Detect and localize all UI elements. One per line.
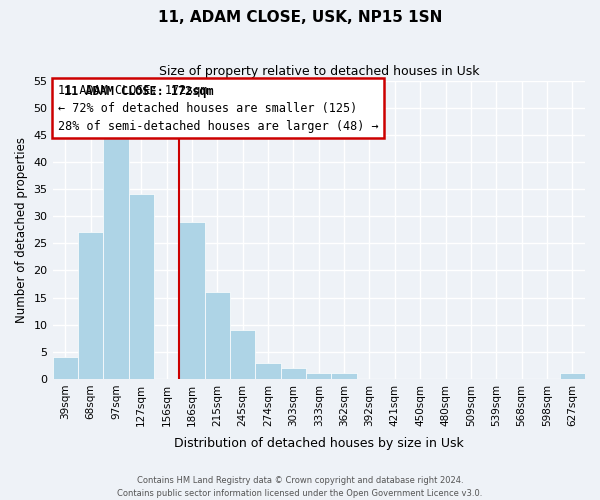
Title: Size of property relative to detached houses in Usk: Size of property relative to detached ho… [158, 65, 479, 78]
Bar [128, 194, 154, 379]
Bar [560, 374, 585, 379]
Bar [205, 292, 230, 379]
Bar [331, 374, 357, 379]
Bar [281, 368, 306, 379]
Bar [53, 357, 78, 379]
Bar [306, 374, 331, 379]
X-axis label: Distribution of detached houses by size in Usk: Distribution of detached houses by size … [174, 437, 464, 450]
Bar [103, 130, 128, 379]
Text: Contains HM Land Registry data © Crown copyright and database right 2024.
Contai: Contains HM Land Registry data © Crown c… [118, 476, 482, 498]
Y-axis label: Number of detached properties: Number of detached properties [15, 136, 28, 322]
Text: 11, ADAM CLOSE, USK, NP15 1SN: 11, ADAM CLOSE, USK, NP15 1SN [158, 10, 442, 25]
Bar [78, 232, 103, 379]
Bar [230, 330, 256, 379]
Bar [179, 222, 205, 379]
Bar [256, 362, 281, 379]
Text: 11 ADAM CLOSE: 172sqm: 11 ADAM CLOSE: 172sqm [64, 85, 214, 98]
Text: 11 ADAM CLOSE: 172sqm
← 72% of detached houses are smaller (125)
28% of semi-det: 11 ADAM CLOSE: 172sqm ← 72% of detached … [58, 84, 379, 132]
